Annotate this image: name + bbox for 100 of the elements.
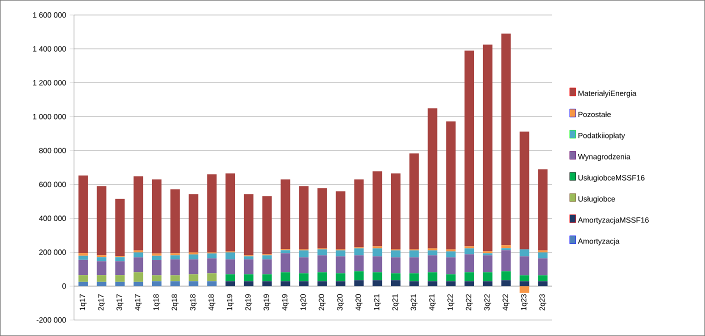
bar: [262, 255, 272, 260]
bar: [409, 273, 419, 282]
bar: [409, 257, 419, 274]
bar: [152, 253, 162, 256]
bar: [226, 252, 236, 260]
bar: [170, 281, 180, 286]
bar: [226, 274, 236, 282]
bar: [299, 281, 309, 286]
bar: [280, 179, 290, 250]
bar: [280, 250, 290, 254]
bar: [188, 254, 198, 260]
bar: [538, 252, 548, 258]
bar: [244, 281, 254, 286]
bar: [170, 255, 180, 260]
bar: [96, 257, 106, 262]
bar: [115, 257, 125, 262]
bar: [78, 256, 88, 260]
bar: [390, 257, 400, 274]
bar: [428, 281, 438, 286]
bar: [207, 258, 217, 274]
bar: [134, 176, 144, 250]
bar: [409, 281, 419, 286]
bar: [354, 248, 364, 256]
bar: [336, 281, 346, 286]
bar: [317, 249, 327, 256]
bar: [188, 281, 198, 286]
bar: [520, 281, 530, 286]
bar: [244, 274, 254, 282]
bar: [244, 256, 254, 260]
bar: [244, 259, 254, 274]
bar: [354, 280, 364, 286]
bar: [501, 34, 511, 246]
bar: [115, 282, 125, 286]
bar: [317, 255, 327, 272]
bar: [299, 257, 309, 274]
bar: [520, 132, 530, 250]
bar: [78, 175, 88, 254]
bar: [446, 121, 456, 250]
bar: [520, 275, 530, 282]
bar: [428, 272, 438, 282]
bar: [244, 194, 254, 256]
bar: [280, 281, 290, 286]
bar: [152, 281, 162, 286]
bar: [446, 251, 456, 258]
bar: [336, 256, 346, 274]
bar: [409, 250, 419, 258]
bar: [372, 272, 382, 280]
bar: [372, 171, 382, 246]
bar: [78, 275, 88, 282]
bar: [336, 250, 346, 256]
bar: [501, 250, 511, 272]
bar: [134, 272, 144, 282]
bar: [482, 281, 492, 286]
bar: [134, 252, 144, 258]
bar: [280, 272, 290, 282]
bar: [538, 258, 548, 276]
bar: [134, 282, 144, 286]
bar: [372, 248, 382, 256]
bar: [336, 191, 346, 250]
bar: [226, 281, 236, 286]
bar: [538, 275, 548, 282]
bar: [501, 245, 511, 248]
bar: [409, 153, 419, 250]
bar: [188, 259, 198, 274]
bar: [464, 281, 474, 286]
bar: [152, 256, 162, 260]
bar: [428, 108, 438, 248]
bar: [96, 282, 106, 286]
bar: [152, 275, 162, 282]
bar: [262, 196, 272, 254]
bar: [501, 271, 511, 280]
bar: [390, 173, 400, 250]
bar: [226, 173, 236, 252]
bar: [262, 281, 272, 286]
bar: [354, 271, 364, 280]
bar: [354, 179, 364, 248]
bar: [482, 272, 492, 282]
bar: [115, 261, 125, 276]
bar: [188, 194, 198, 252]
bar: [207, 174, 217, 252]
bar: [538, 281, 548, 286]
bar: [390, 280, 400, 286]
bar: [115, 275, 125, 282]
bar: [372, 256, 382, 272]
bar: [520, 256, 530, 276]
bar: [446, 257, 456, 274]
bar: [446, 281, 456, 286]
bar: [207, 281, 217, 286]
bar: [262, 274, 272, 282]
bar: [299, 250, 309, 258]
bar: [464, 50, 474, 246]
bar: [96, 261, 106, 276]
bar: [226, 259, 236, 274]
bar: [170, 275, 180, 282]
bar: [152, 179, 162, 254]
bar: [299, 273, 309, 282]
bar: [538, 169, 548, 250]
bar: [446, 274, 456, 282]
bar: [152, 260, 162, 276]
bar: [280, 253, 290, 272]
